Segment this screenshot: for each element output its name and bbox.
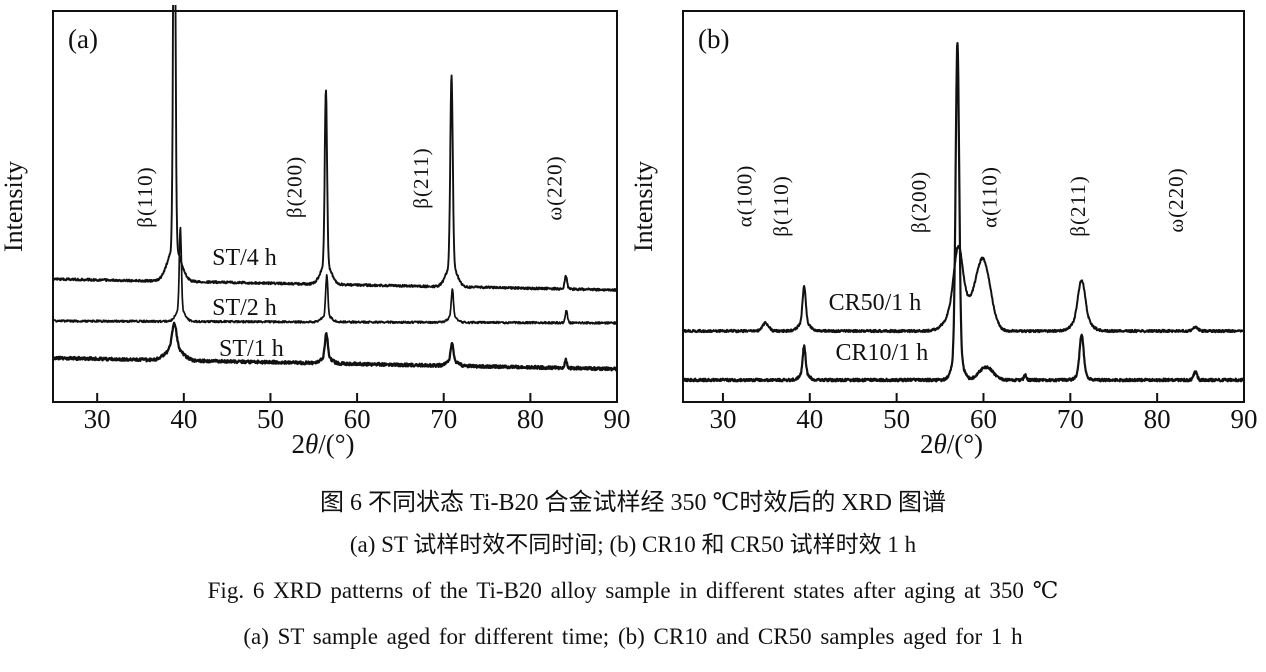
x-tick-label-b-70: 70 (1057, 404, 1084, 434)
x-tick-label-a-70: 70 (430, 404, 457, 434)
x-tick-label-a-80: 80 (517, 404, 544, 434)
x-axis-label-b: 2θ/(°) (920, 429, 983, 459)
panel-a-frame (52, 10, 618, 403)
caption-en-subtitle: (a) ST sample aged for different time; (… (243, 624, 1023, 649)
trace-cr10-1-h (684, 41, 1243, 383)
peak-label-b-211: β(211) (1066, 175, 1090, 236)
trace-st-2-h (54, 226, 616, 325)
trace-st-4-h (54, 5, 616, 293)
trace-st-1-h (54, 321, 616, 372)
peak-label-b-220: ω(220) (1164, 167, 1188, 232)
caption-zh-subtitle: (a) ST 试样时效不同时间; (b) CR10 和 CR50 试样时效 1 … (349, 532, 917, 557)
x-tick-label-b-90: 90 (1231, 404, 1258, 434)
panel-tag-b: (b) (698, 24, 729, 54)
peak-label-a-200: β(200) (283, 156, 307, 218)
peak-label-a-211: β(211) (409, 147, 433, 208)
y-axis-label-b: Intensity (629, 161, 658, 252)
trace-label-cr50-1-h: CR50/1 h (829, 290, 922, 316)
peak-label-b-110: β(110) (769, 175, 793, 236)
x-axis-label-a: 2θ/(°) (291, 429, 354, 459)
peak-label-b-100: α(100) (733, 165, 757, 228)
x-tick-label-b-40: 40 (796, 404, 823, 434)
peak-label-a-110: β(110) (133, 166, 157, 227)
trace-label-st-1-h: ST/1 h (219, 336, 284, 362)
caption-zh-title: 图 6 不同状态 Ti-B20 合金试样经 350 ℃时效后的 XRD 图谱 (319, 490, 946, 516)
figure-caption: 图 6 不同状态 Ti-B20 合金试样经 350 ℃时效后的 XRD 图谱 (… (0, 483, 1266, 659)
panel-b: 30 40 50 60 70 80 90 2θ/(°) Intensity (b) CR50/1 h… (629, 10, 1258, 459)
x-tick-label-a-30: 30 (84, 404, 111, 434)
peak-label-b-110: α(110) (978, 166, 1002, 228)
trace-cr50-1-h (684, 244, 1243, 334)
y-axis-label-a: Intensity (0, 161, 28, 252)
trace-label-st-4-h: ST/4 h (212, 245, 277, 271)
x-tick-label-b-80: 80 (1144, 404, 1171, 434)
peak-label-b-200: β(200) (907, 171, 931, 233)
panel-tag-a: (a) (68, 24, 98, 54)
peak-label-a-220: ω(220) (543, 155, 567, 220)
panel-a: 30 40 50 60 70 80 90 2θ/(°) Intensity (a) ST/4 h ST… (0, 5, 631, 459)
x-tick-label-b-50: 50 (883, 404, 910, 434)
x-tick-label-a-50: 50 (257, 404, 284, 434)
xrd-chart-canvas: 30 40 50 60 70 80 90 2θ/(°) Intensity (a) ST/4 h ST… (0, 5, 1258, 459)
x-tick-label-a-40: 40 (170, 404, 197, 434)
x-tick-label-a-60: 60 (344, 404, 371, 434)
panel-b-frame (682, 10, 1245, 403)
caption-en-title: Fig. 6 XRD patterns of the Ti-B20 alloy … (207, 578, 1059, 603)
trace-label-cr10-1-h: CR10/1 h (836, 340, 929, 366)
x-tick-label-b-60: 60 (970, 404, 997, 434)
x-tick-label-b-30: 30 (709, 404, 736, 434)
x-tick-label-a-90: 90 (604, 404, 631, 434)
trace-label-st-2-h: ST/2 h (212, 295, 277, 321)
